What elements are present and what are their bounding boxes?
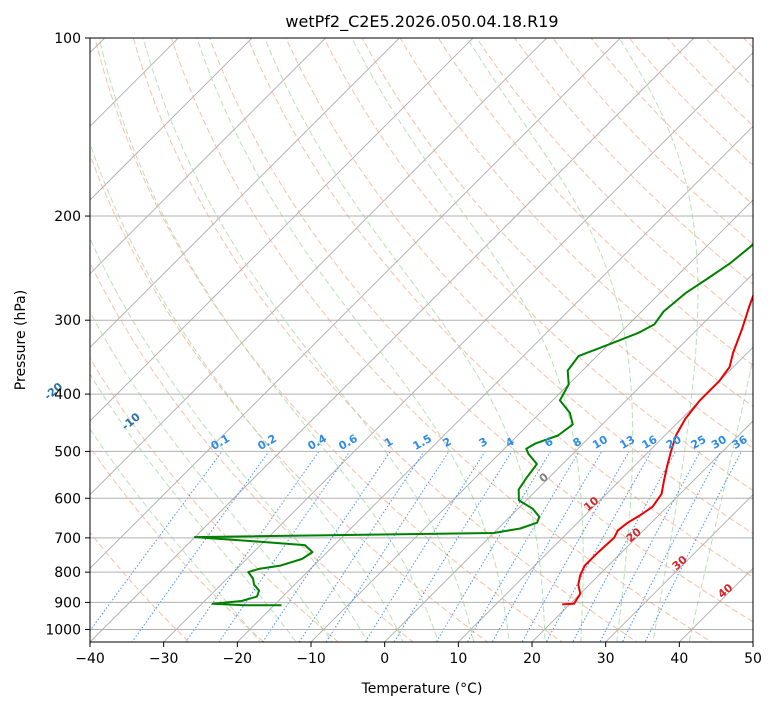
moist-adiabat-line — [90, 427, 261, 642]
dry-adiabat-line — [247, 38, 753, 578]
y-tick-label: 400 — [54, 387, 81, 403]
dry-adiabat-line — [94, 38, 564, 642]
dry-adiabat-line — [399, 38, 753, 408]
x-tick-label: −20 — [223, 651, 253, 667]
y-tick-label: 300 — [54, 313, 81, 329]
isotherm-line — [383, 272, 753, 642]
isotherm-line — [90, 38, 327, 275]
plot-frame — [89, 37, 754, 643]
isotherm-line — [90, 38, 695, 642]
dry-adiabat-line — [170, 38, 713, 642]
dry-adiabat-line — [208, 38, 753, 623]
x-tick-label: −40 — [75, 651, 105, 667]
x-tick-label: −30 — [149, 651, 179, 667]
profile-series — [193, 242, 753, 607]
x-tick-label: 10 — [449, 651, 467, 667]
x-axis-ticks: −40 −30 −20 −10 0 10 20 30 40 50 — [75, 642, 762, 667]
dry-adiabat-line — [361, 38, 753, 449]
isotherm-line — [457, 346, 753, 642]
y-axis-ticks: 100 200 300 400 500 600 700 800 900 1000 — [45, 31, 90, 638]
moist-adiabat-line — [90, 373, 297, 642]
moist-adiabat-line — [351, 38, 584, 642]
moist-adiabat-line — [98, 38, 440, 642]
y-tick-label: 700 — [54, 531, 81, 547]
dry-adiabat-line — [476, 38, 753, 326]
isotherm-line — [162, 51, 753, 642]
isotherm-line — [90, 38, 474, 422]
moist-adiabat-line — [688, 356, 753, 642]
dewpoint-series-line — [193, 242, 753, 607]
y-tick-label: 900 — [54, 595, 81, 611]
isotherm-line — [604, 493, 753, 642]
dry-adiabat-line — [90, 357, 340, 642]
x-tick-label: 0 — [380, 651, 389, 667]
y-tick-label: 100 — [54, 31, 81, 47]
y-tick-label: 500 — [54, 444, 81, 460]
x-tick-label: 20 — [523, 651, 541, 667]
moist-adiabat-line — [142, 38, 475, 642]
dry-adiabat-line — [90, 261, 414, 642]
moist-adiabat-line — [264, 38, 546, 642]
x-tick-label: −10 — [296, 651, 326, 667]
x-tick-label: 50 — [744, 651, 762, 667]
dry-adiabat-line — [90, 153, 489, 642]
y-tick-label: 800 — [54, 565, 81, 581]
x-tick-label: 40 — [670, 651, 688, 667]
dry-adiabat-line — [323, 38, 753, 492]
isotherm-line — [90, 38, 622, 570]
isotherm-line — [310, 199, 753, 642]
isotherm-line — [531, 420, 753, 642]
chart-title: wetPf2_C2E5.2026.050.04.18.R19 — [285, 12, 558, 32]
isotherm-line — [90, 38, 548, 496]
x-axis-label: Temperature (°C) — [361, 681, 483, 697]
moist-adiabat-line — [466, 38, 634, 642]
temperature-series-line — [562, 293, 753, 606]
isotherm-line — [90, 38, 253, 201]
isotherm-line — [90, 38, 180, 128]
moist-adiabat-line — [90, 237, 369, 642]
pressure-grid — [90, 38, 753, 630]
moist-adiabat-line — [90, 311, 333, 642]
dry-adiabat-line — [132, 38, 638, 642]
isotherm-line — [90, 38, 401, 349]
moist-adiabat-line — [90, 141, 404, 642]
y-tick-label: 200 — [54, 209, 81, 225]
isotherm-line — [236, 125, 753, 642]
y-tick-label: 1000 — [45, 622, 81, 638]
y-axis-label: Pressure (hPa) — [13, 290, 29, 390]
dry-adiabat-line — [90, 446, 265, 642]
moist-adiabat-line — [196, 38, 510, 642]
y-tick-label: 600 — [54, 491, 81, 507]
dry-adiabat-line — [285, 38, 753, 535]
x-tick-label: 30 — [597, 651, 615, 667]
